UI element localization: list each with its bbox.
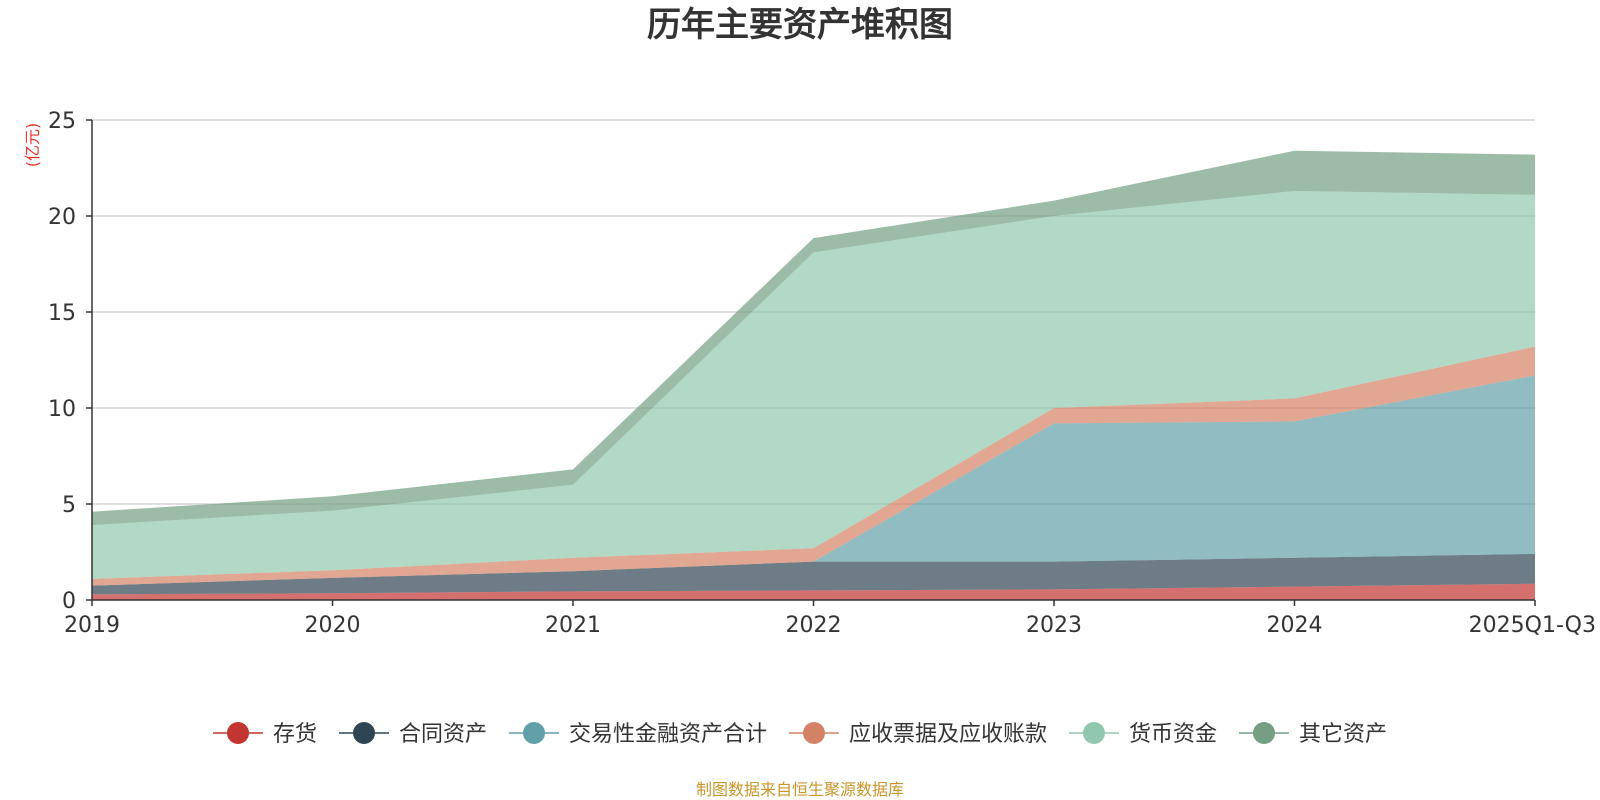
y-axis-label: (亿元) <box>23 123 42 168</box>
legend-label: 货币资金 <box>1129 722 1217 747</box>
x-tick-label: 2022 <box>786 613 842 638</box>
legend-label: 存货 <box>273 722 317 747</box>
legend-marker <box>523 722 545 744</box>
area-6 <box>92 150 1535 526</box>
area-5 <box>92 191 1535 579</box>
legend-item-1[interactable]: 存货 <box>213 722 317 747</box>
area-4 <box>92 346 1535 586</box>
x-tick-label: 2019 <box>64 613 120 638</box>
y-tick-label: 20 <box>48 205 76 230</box>
area-3 <box>92 375 1535 586</box>
area-series <box>92 150 1535 600</box>
legend-label: 其它资产 <box>1299 722 1387 747</box>
legend[interactable]: 存货 合同资产 交易性金融资产合计 应收票据及应收账款 货币资金 其它资产 <box>213 722 1387 747</box>
legend-marker <box>803 722 825 744</box>
x-tick-label: 2025Q1-Q3 <box>1469 613 1596 638</box>
x-tick-label: 2021 <box>545 613 601 638</box>
y-tick-label: 10 <box>48 397 76 422</box>
x-tick-label: 2024 <box>1267 613 1323 638</box>
legend-item-6[interactable]: 其它资产 <box>1239 722 1387 747</box>
data-source-note: 制图数据来自恒生聚源数据库 <box>696 780 904 799</box>
area-2 <box>92 553 1535 595</box>
legend-marker <box>353 722 375 744</box>
legend-marker <box>1253 722 1275 744</box>
legend-label: 应收票据及应收账款 <box>849 722 1047 747</box>
y-tick-label: 25 <box>48 109 76 134</box>
y-tick-label: 5 <box>62 493 76 518</box>
legend-item-3[interactable]: 交易性金融资产合计 <box>509 722 767 747</box>
y-tick-label: 0 <box>62 589 76 614</box>
legend-label: 交易性金融资产合计 <box>569 722 767 747</box>
axes: 2019 2020 2021 2022 2023 2024 2025Q1-Q3 <box>64 120 1596 638</box>
x-tick-label: 2023 <box>1026 613 1082 638</box>
grid-lines: 0 5 10 15 20 25 <box>48 109 1535 614</box>
legend-item-5[interactable]: 货币资金 <box>1069 722 1217 747</box>
legend-item-4[interactable]: 应收票据及应收账款 <box>789 722 1047 747</box>
legend-marker <box>227 722 249 744</box>
x-tick-label: 2020 <box>305 613 361 638</box>
legend-marker <box>1083 722 1105 744</box>
legend-item-2[interactable]: 合同资产 <box>339 722 487 747</box>
legend-label: 合同资产 <box>399 722 487 747</box>
chart-title: 历年主要资产堆积图 <box>647 5 953 45</box>
y-tick-label: 15 <box>48 301 76 326</box>
area-1 <box>92 583 1535 600</box>
